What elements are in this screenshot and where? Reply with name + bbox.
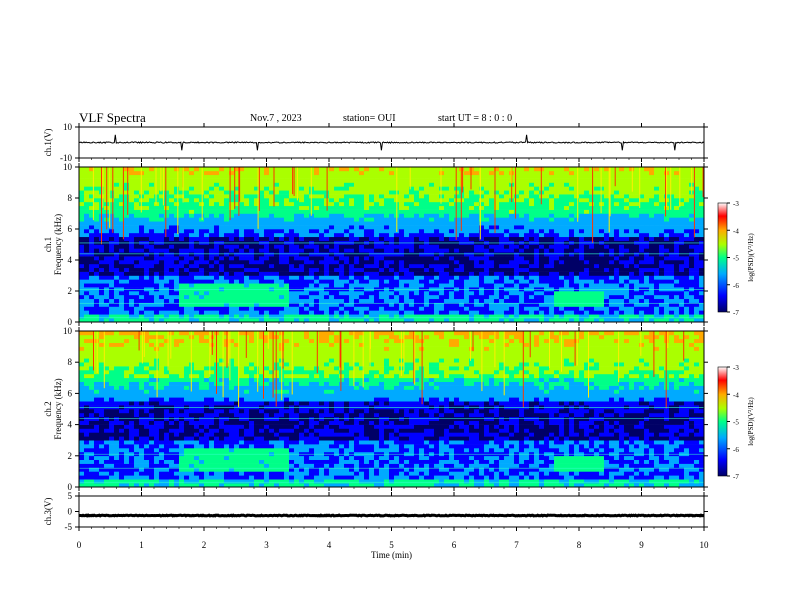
spectrogram-2	[79, 331, 705, 488]
colorbar-tick-label: -6	[733, 446, 739, 454]
colorbar-tick-label: -6	[733, 282, 739, 290]
ytick-label: -5	[65, 522, 73, 532]
xtick-label: 10	[700, 540, 710, 550]
colorbar-2	[717, 366, 728, 477]
xtick-label: 9	[639, 540, 644, 550]
waveform-trace-0	[78, 134, 705, 151]
colorbar-tick-label: -3	[733, 364, 739, 372]
colorbar-tick-label: -5	[733, 419, 739, 427]
waveform-frame-3	[78, 495, 705, 528]
xtick-label: 0	[77, 540, 82, 550]
colorbar-tick-label: -7	[733, 473, 739, 481]
station-label: station= OUI	[343, 113, 396, 124]
xtick-label: 5	[389, 540, 394, 550]
xtick-label: 1	[139, 540, 144, 550]
ytick-label: 10	[63, 326, 73, 336]
ylabel: ch.1	[43, 237, 53, 252]
ytick-label: 10	[63, 162, 73, 172]
ytick-label: 8	[68, 357, 73, 367]
ytick-label: 5	[68, 491, 73, 501]
ylabel: Frequency (kHz)	[53, 378, 63, 439]
ytick-label: 8	[68, 193, 73, 203]
ytick-label: 10	[63, 122, 73, 132]
colorbar-tick-label: -4	[733, 391, 739, 399]
xtick-label: 2	[202, 540, 207, 550]
colorbar-label: log(PSD)(V²/Hz)	[747, 233, 755, 282]
ytick-label: 4	[68, 420, 73, 430]
ytick-label: -10	[60, 153, 72, 163]
waveform-trace-3	[79, 513, 705, 518]
ytick-label: 6	[68, 388, 73, 398]
xtick-label: 7	[514, 540, 519, 550]
xtick-label: 6	[452, 540, 457, 550]
ytick-label: 0	[68, 482, 73, 492]
colorbar-tick-label: -3	[733, 200, 739, 208]
ylabel: Frequency (kHz)	[53, 214, 63, 275]
xaxis-label: Time (min)	[371, 550, 412, 560]
ylabel: ch.3(V)	[43, 498, 53, 526]
start-time-label: start UT = 8 : 0 : 0	[438, 113, 513, 124]
ytick-label: 4	[68, 255, 73, 265]
ylabel: ch.2	[43, 401, 53, 416]
ytick-label: 0	[68, 507, 73, 517]
ytick-label: 2	[68, 286, 73, 296]
xtick-label: 8	[577, 540, 582, 550]
xtick-label: 3	[264, 540, 269, 550]
colorbar-tick-label: -7	[733, 309, 739, 317]
xtick-label: 4	[327, 540, 332, 550]
colorbar-1	[717, 202, 728, 313]
spectrogram-1	[79, 167, 705, 323]
ytick-label: 2	[68, 451, 73, 461]
colorbar-tick-label: -5	[733, 255, 739, 263]
chart-title: VLF Spectra	[79, 110, 146, 125]
date-label: Nov.7 , 2023	[250, 113, 302, 124]
ytick-label: 6	[68, 224, 73, 234]
colorbar-tick-label: -4	[733, 227, 739, 235]
ytick-label: 0	[68, 317, 73, 327]
ylabel: ch.1(V)	[43, 129, 53, 157]
colorbar-label: log(PSD)(V²/Hz)	[747, 397, 755, 446]
